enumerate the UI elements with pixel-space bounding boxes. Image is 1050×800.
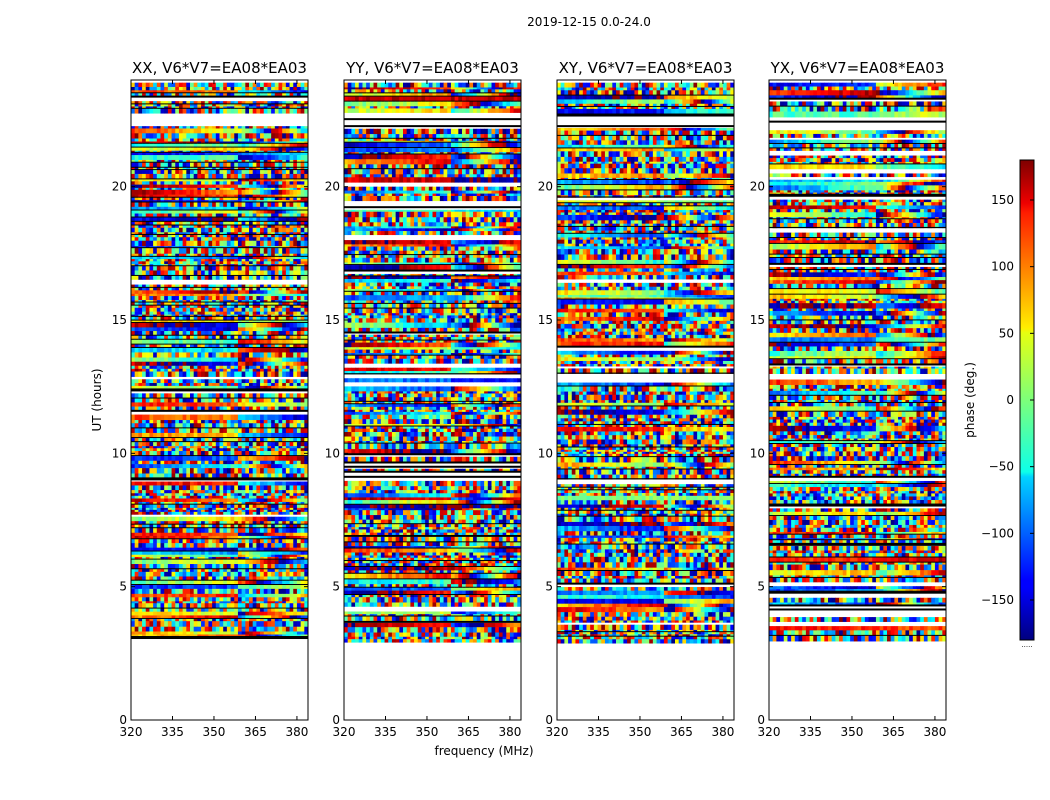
axes-frame: [556, 79, 735, 721]
y-tick-label: 0: [332, 713, 340, 727]
x-tick-label: 335: [587, 725, 610, 739]
x-tick-label: 365: [457, 725, 480, 739]
axes-frame: [130, 79, 309, 721]
x-tick-label: 350: [629, 725, 652, 739]
y-tick-label: 20: [538, 180, 553, 194]
y-tick-label: 5: [119, 580, 127, 594]
colorbar-tick-label: 100: [991, 260, 1014, 274]
panel-xx: XX, V6*V7=EA08*EA03 320 335 350 365 380 0 5 10 15…: [112, 59, 309, 739]
x-tick-label: 350: [416, 725, 439, 739]
y-tick-label: 15: [112, 313, 127, 327]
colorbar-tick-label: −150: [981, 593, 1014, 607]
y-tick-label: 20: [325, 180, 340, 194]
x-tick-label: 380: [923, 725, 946, 739]
colorbar-tick-label: −50: [989, 460, 1014, 474]
panel-title: YY, V6*V7=EA08*EA03: [345, 59, 519, 77]
x-tick-label: 380: [285, 725, 308, 739]
x-tick-label: 380: [498, 725, 521, 739]
colorbar-footnote: .....: [1021, 641, 1032, 649]
waterfall-image: [769, 80, 946, 720]
x-tick-label: 350: [203, 725, 226, 739]
x-tick-label: 335: [799, 725, 822, 739]
panel-title: XY, V6*V7=EA08*EA03: [559, 59, 733, 77]
figure-suptitle: 2019-12-15 0.0-24.0: [527, 15, 651, 29]
x-tick-label: 365: [244, 725, 267, 739]
y-tick-label: 5: [757, 580, 765, 594]
colorbar: −150 −100 −50 0 50 100 150 phase (deg.) .....: [963, 159, 1035, 649]
y-tick-label: 20: [750, 180, 765, 194]
axes-frame: [768, 79, 947, 721]
waterfall-image: [557, 80, 734, 720]
panel-title: XX, V6*V7=EA08*EA03: [132, 59, 307, 77]
x-axis-label: frequency (MHz): [434, 744, 533, 758]
y-axis-label: UT (hours): [90, 368, 104, 431]
colorbar-tick-label: −100: [981, 526, 1014, 540]
panel-title: YX, V6*V7=EA08*EA03: [770, 59, 945, 77]
waterfall-image: [131, 80, 308, 720]
y-tick-label: 10: [538, 446, 553, 460]
x-tick-label: 350: [841, 725, 864, 739]
y-tick-label: 0: [545, 713, 553, 727]
y-tick-label: 10: [325, 446, 340, 460]
y-tick-label: 5: [545, 580, 553, 594]
y-tick-label: 15: [750, 313, 765, 327]
x-tick-label: 380: [711, 725, 734, 739]
panel-yx: YX, V6*V7=EA08*EA03 320 335 350 365 380 0 5 10 15…: [750, 59, 947, 739]
axes-frame: [343, 79, 522, 721]
colorbar-tick-label: 150: [991, 193, 1014, 207]
y-tick-label: 15: [538, 313, 553, 327]
y-tick-label: 0: [119, 713, 127, 727]
y-tick-label: 20: [112, 180, 127, 194]
x-tick-label: 365: [670, 725, 693, 739]
x-tick-label: 320: [120, 725, 143, 739]
colorbar-label: phase (deg.): [963, 362, 977, 438]
y-tick-label: 10: [750, 446, 765, 460]
panel-yy: YY, V6*V7=EA08*EA03 320 335 350 365 380 0 5 10 15…: [325, 59, 522, 739]
y-tick-label: 5: [332, 580, 340, 594]
x-tick-label: 365: [882, 725, 905, 739]
panel-xy: XY, V6*V7=EA08*EA03 320 335 350 365 380 0 5 10 15…: [538, 59, 735, 739]
x-tick-label: 320: [546, 725, 569, 739]
panels-layer: XX, V6*V7=EA08*EA03 320 335 350 365 380 0 5 10 15…: [112, 59, 947, 739]
waterfall-image: [344, 80, 521, 720]
y-tick-label: 0: [757, 713, 765, 727]
y-tick-label: 10: [112, 446, 127, 460]
x-tick-label: 320: [758, 725, 781, 739]
x-tick-label: 335: [374, 725, 397, 739]
colorbar-ticks: −150 −100 −50 0 50 100 150: [981, 193, 1034, 607]
x-tick-label: 320: [333, 725, 356, 739]
colorbar-tick-label: 50: [999, 326, 1014, 340]
colorbar-tick-label: 0: [1006, 393, 1014, 407]
x-tick-label: 335: [161, 725, 184, 739]
y-tick-label: 15: [325, 313, 340, 327]
